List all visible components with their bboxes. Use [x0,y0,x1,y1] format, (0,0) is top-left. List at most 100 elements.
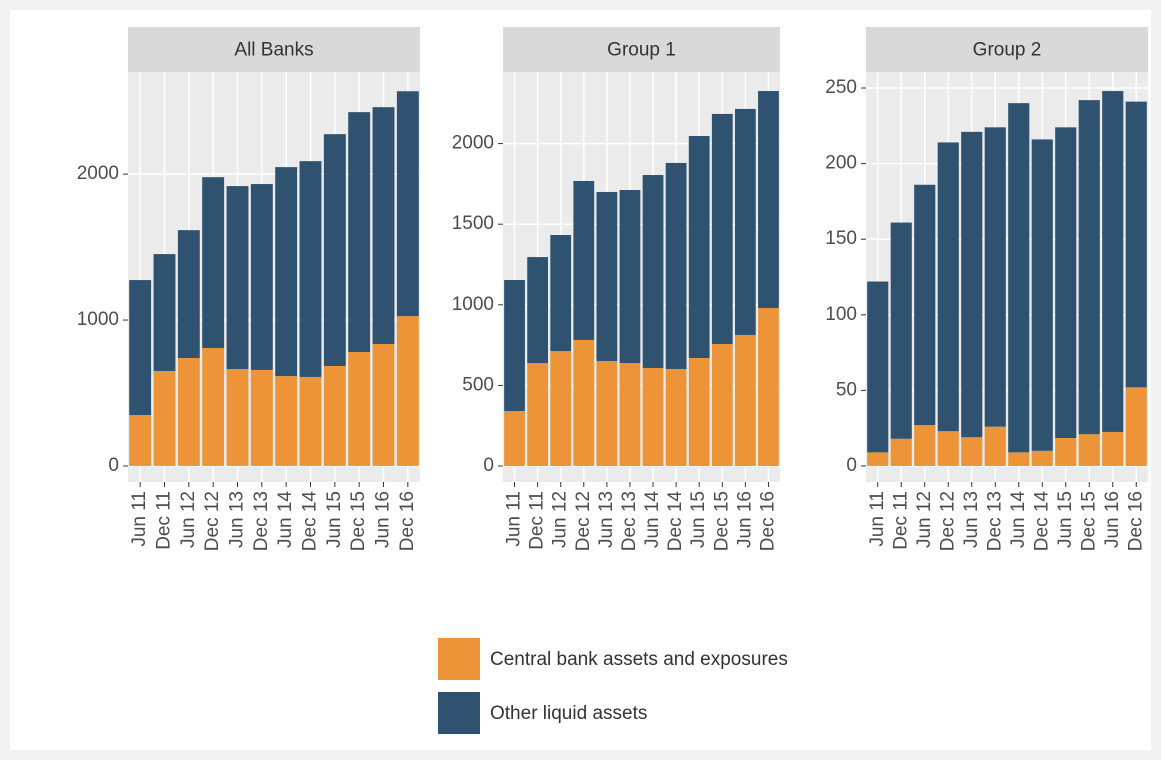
x-tick-label: Jun 12 [550,491,571,548]
bar-segment [619,190,641,364]
bar-segment [1055,438,1077,466]
bar-segment [642,175,664,369]
legend-swatch [438,692,480,734]
y-tick-label: 250 [825,77,857,98]
bar-segment [550,235,572,352]
bar-segment [573,339,595,467]
plot-background [503,72,780,482]
x-tick-label: Jun 15 [1055,491,1076,548]
bar-segment [153,254,176,371]
bar-segment [250,369,273,466]
bar-segment [550,351,572,467]
x-tick-label: Jun 14 [642,491,663,548]
bar-segment [1102,91,1124,432]
y-tick-label: 1000 [452,294,494,315]
plot-background [128,72,420,482]
strip [866,27,1148,72]
x-tick-label: Dec 15 [348,491,369,551]
bar-segment [596,191,618,362]
x-tick-label: Dec 13 [251,491,272,551]
x-tick-label: Dec 12 [202,491,223,551]
bar-segment [202,348,225,466]
bar-segment [734,108,756,335]
x-tick-label: Dec 13 [619,491,640,551]
y-tick-label: 0 [108,455,119,476]
x-tick-label: Jun 12 [178,491,199,548]
bar-segment [1031,450,1053,466]
legend-label: Central bank assets and exposures [490,649,788,670]
bar-segment [984,127,1006,427]
y-tick-label: 2000 [452,133,494,154]
bar-segment [527,363,549,467]
bar-segment [323,134,346,367]
bar-segment [1125,387,1147,466]
x-tick-label: Jun 11 [867,491,888,547]
legend-swatch [438,638,480,680]
x-tick-label: Dec 11 [527,491,548,550]
y-tick-label: 1500 [452,213,494,234]
bar-segment [226,186,249,370]
bar-segment [372,343,395,466]
x-tick-label: Jun 16 [373,491,394,548]
bar-segment [688,358,710,467]
panel-title: Group 1 [607,40,676,61]
bar-segment [619,363,641,467]
bar-segment [867,452,889,466]
bar-segment [711,343,733,467]
bar-segment [961,131,983,438]
x-tick-label: Dec 12 [573,491,594,551]
y-tick-label: 2000 [77,163,119,184]
x-tick-label: Jun 14 [275,491,296,548]
bar-segment [984,426,1006,466]
bar-segment [1102,431,1124,466]
bar-segment [202,177,225,349]
bar-segment [372,107,395,344]
bar-segment [890,438,912,466]
bar-segment [573,180,595,340]
x-tick-label: Dec 16 [757,491,778,551]
bar-segment [937,431,959,466]
x-tick-label: Dec 13 [984,491,1005,551]
bar-segment [890,222,912,439]
bar-segment [1008,103,1030,453]
x-tick-label: Dec 14 [300,491,321,552]
bar-segment [961,437,983,466]
bar-segment [758,308,779,467]
x-tick-label: Dec 14 [665,491,686,552]
bar-segment [1125,101,1147,388]
bar-segment [596,361,618,467]
bar-segment [348,112,371,352]
x-tick-label: Dec 11 [154,491,175,550]
bar-segment [914,425,936,466]
bar-segment [153,370,176,466]
bar-segment [250,184,273,370]
bar-segment [275,167,298,377]
strip [503,27,780,72]
y-tick-label: 100 [825,304,857,325]
bar-segment [527,257,549,364]
bar-segment [396,91,419,317]
bar-segment [734,334,756,467]
x-tick-label: Jun 15 [324,491,345,548]
x-tick-label: Dec 16 [1125,491,1146,551]
bar-segment [299,161,322,377]
bar-segment [129,415,152,466]
bar-segment [396,316,419,466]
x-tick-label: Jun 14 [1008,491,1029,548]
x-tick-label: Jun 13 [961,491,982,548]
x-tick-label: Jun 16 [1102,491,1123,548]
bar-segment [226,369,249,466]
y-tick-label: 150 [825,228,857,249]
bar-segment [642,368,664,467]
y-tick-label: 1000 [77,309,119,330]
x-tick-label: Dec 12 [937,491,958,551]
strip [128,27,420,72]
bar-segment [323,366,346,466]
x-tick-label: Dec 15 [1078,491,1099,551]
x-tick-label: Dec 11 [890,491,911,550]
bar-segment [1078,100,1100,435]
x-tick-label: Jun 13 [596,491,617,548]
bar-segment [129,280,152,416]
x-tick-label: Dec 15 [711,491,732,551]
